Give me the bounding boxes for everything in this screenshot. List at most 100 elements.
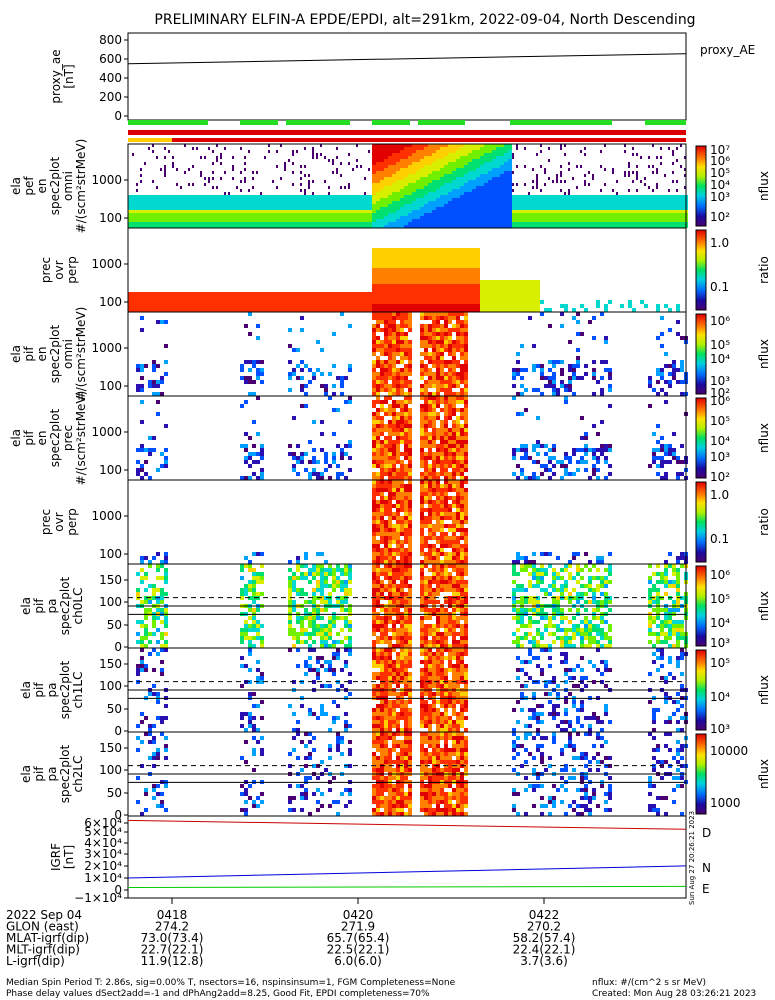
heatmap-cell: [436, 356, 440, 360]
heatmap-cell: [412, 186, 416, 189]
heatmap-cell: [392, 320, 396, 324]
heatmap-cell: [540, 225, 544, 228]
heatmap-cell: [412, 201, 416, 204]
heatmap-cell: [476, 264, 480, 268]
heatmap-cell: [268, 296, 272, 300]
heatmap-cell: [396, 380, 400, 384]
heatmap-cell: [156, 468, 160, 472]
heatmap-cell: [212, 300, 216, 304]
heatmap-cell: [388, 312, 392, 316]
heatmap-cell: [372, 171, 376, 174]
heatmap-cell: [512, 292, 516, 296]
heatmap-cell: [372, 520, 376, 524]
heatmap-cell: [304, 392, 308, 396]
heatmap-cell: [248, 436, 252, 440]
heatmap-cell: [376, 344, 380, 348]
heatmap-cell: [392, 368, 396, 372]
heatmap-cell: [564, 396, 568, 400]
heatmap-cell: [400, 186, 404, 189]
heatmap-cell: [536, 198, 540, 201]
heatmap-cell: [320, 216, 324, 219]
heatmap-cell: [388, 540, 392, 544]
heatmap-cell: [560, 165, 562, 168]
heatmap-cell: [380, 508, 384, 512]
heatmap-cell: [256, 207, 260, 210]
heatmap-cell: [592, 216, 596, 219]
heatmap-cell: [272, 204, 276, 207]
heatmap-cell: [376, 159, 380, 162]
heatmap-cell: [484, 144, 488, 147]
heatmap-cell: [372, 372, 376, 376]
heatmap-cell: [532, 344, 536, 348]
heatmap-cell: [408, 304, 412, 308]
heatmap-cell: [548, 384, 552, 388]
heatmap-cell: [340, 198, 344, 201]
heatmap-cell: [432, 328, 436, 332]
heatmap-cell: [388, 428, 392, 432]
heatmap-cell: [336, 201, 340, 204]
heatmap-cell: [424, 432, 428, 436]
heatmap-cell: [560, 207, 564, 210]
heatmap-cell: [296, 216, 300, 219]
heatmap-cell: [464, 189, 468, 192]
heatmap-cell: [488, 192, 492, 195]
heatmap-cell: [380, 424, 384, 428]
heatmap-cell: [444, 472, 448, 476]
heatmap-cell: [672, 456, 676, 460]
heatmap-cell: [444, 292, 448, 296]
heatmap-cell: [380, 432, 384, 436]
heatmap-cell: [396, 272, 400, 276]
heatmap-cell: [240, 444, 244, 448]
heatmap-cell: [572, 376, 576, 380]
heatmap-cell: [396, 436, 400, 440]
heatmap-cell: [476, 195, 480, 198]
heatmap-cell: [476, 216, 480, 219]
heatmap-cell: [320, 448, 324, 452]
heatmap-cell: [472, 213, 476, 216]
heatmap-cell: [408, 280, 412, 284]
heatmap-cell: [428, 201, 432, 204]
heatmap-cell: [460, 324, 464, 328]
panel-proxy_ae-ylabel: proxy_ae [nT]: [49, 49, 76, 103]
heatmap-cell: [456, 186, 460, 189]
heatmap-cell: [304, 216, 308, 219]
heatmap-cell: [460, 284, 464, 288]
heatmap-cell: [464, 153, 468, 156]
heatmap-cell: [204, 308, 208, 312]
heatmap-cell: [172, 207, 176, 210]
heatmap-cell: [424, 159, 428, 162]
heatmap-cell: [196, 207, 200, 210]
heatmap-cell: [460, 452, 464, 456]
heatmap-cell: [176, 198, 180, 201]
heatmap-cell: [352, 168, 354, 171]
heatmap-cell: [220, 225, 224, 228]
heatmap-cell: [636, 165, 638, 168]
heatmap-cell: [436, 162, 440, 165]
heatmap-cell: [584, 207, 588, 210]
heatmap-cell: [372, 532, 376, 536]
heatmap-cell: [432, 216, 436, 219]
heatmap-cell: [400, 180, 404, 183]
heatmap-cell: [464, 222, 468, 225]
heatmap-cell: [244, 210, 248, 213]
heatmap-cell: [400, 508, 404, 512]
heatmap-cell: [228, 292, 232, 296]
heatmap-cell: [412, 210, 416, 213]
heatmap-cell: [240, 296, 244, 300]
heatmap-cell: [428, 252, 432, 256]
heatmap-cell: [336, 195, 340, 198]
heatmap-cell: [400, 177, 404, 180]
heatmap-cell: [200, 198, 204, 201]
heatmap-cell: [488, 300, 492, 304]
heatmap-cell: [464, 440, 468, 444]
heatmap-cell: [228, 210, 232, 213]
heatmap-cell: [216, 222, 220, 225]
heatmap-cell: [432, 198, 436, 201]
heatmap-cell: [608, 300, 612, 304]
heatmap-cell: [308, 460, 312, 464]
heatmap-cell: [452, 452, 456, 456]
heatmap-cell: [468, 280, 472, 284]
heatmap-cell: [552, 364, 556, 368]
heatmap-cell: [568, 384, 572, 388]
heatmap-cell: [392, 512, 396, 516]
